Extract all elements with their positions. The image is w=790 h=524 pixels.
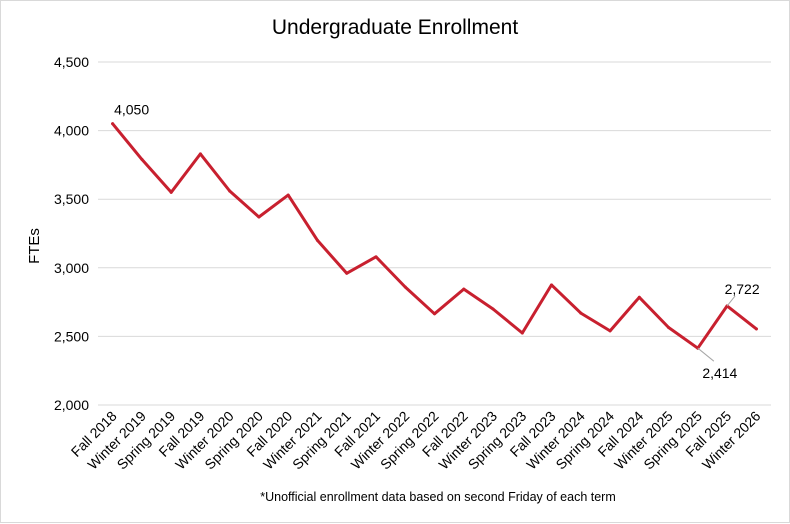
data-point (403, 285, 407, 289)
data-point (111, 122, 115, 126)
data-point (140, 157, 144, 161)
y-axis-label: FTEs (26, 228, 43, 264)
data-point (433, 312, 436, 316)
y-tick-label: 4,000 (54, 123, 89, 139)
y-axis-ticks: 2,000 2,500 3,000 3,500 4,000 4,500 (54, 54, 89, 413)
leader-line (697, 347, 715, 362)
footnote: *Unofficial enrollment data based on sec… (260, 490, 616, 504)
data-point (228, 189, 232, 193)
data-point (579, 311, 583, 315)
data-point (520, 331, 524, 335)
leader-line (726, 295, 736, 307)
data-point (169, 190, 173, 194)
data-label: 4,050 (114, 102, 149, 118)
data-point (550, 283, 554, 287)
y-tick-label: 3,500 (54, 191, 89, 207)
data-point (462, 287, 466, 291)
data-point (345, 271, 349, 275)
data-point (198, 152, 202, 156)
gridlines (98, 61, 771, 406)
data-point (608, 329, 612, 333)
y-tick-label: 2,000 (54, 397, 89, 413)
y-tick-label: 4,500 (54, 54, 89, 70)
data-point (491, 307, 495, 311)
data-point (257, 215, 261, 219)
data-point (754, 327, 758, 331)
data-label: 2,414 (702, 365, 737, 381)
data-labels: 4,050 2,722 2,414 (114, 102, 760, 381)
data-point (374, 255, 378, 259)
series-layer (111, 122, 758, 350)
data-point (637, 295, 641, 299)
data-point (667, 325, 671, 329)
y-tick-label: 3,000 (54, 260, 89, 276)
data-point (315, 238, 319, 242)
data-point (286, 193, 290, 197)
y-tick-label: 2,500 (54, 328, 89, 344)
data-label: 2,722 (725, 281, 760, 297)
chart-title: Undergraduate Enrollment (272, 16, 518, 39)
